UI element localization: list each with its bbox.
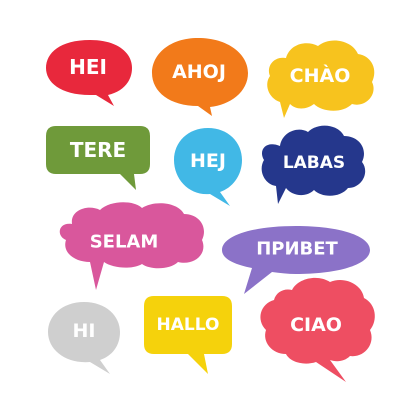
speech-bubble-selam: SELAM [59, 202, 204, 290]
bubble-shape-selam [59, 202, 204, 290]
speech-bubble-tere: TERE [46, 126, 150, 190]
bubble-label-tere: TERE [70, 138, 126, 162]
speech-bubble-chao: CHÀO [267, 40, 375, 118]
bubble-shape-tere [46, 126, 150, 190]
bubble-label-hi: HI [73, 320, 96, 342]
bubble-shape-privet [222, 226, 370, 294]
bubble-shape-ahoj [152, 38, 248, 116]
speech-bubble-ciao: CIAO [260, 277, 375, 382]
bubble-shape-ciao [260, 277, 375, 382]
speech-bubble-labas: LABAS [261, 125, 366, 204]
bubble-shape-hei [46, 40, 132, 106]
bubble-shape-hej [174, 128, 242, 206]
bubble-shape-labas [261, 125, 366, 204]
speech-bubble-privet: ПРИВЕТ [222, 226, 370, 294]
bubble-label-ahoj: AHOJ [172, 61, 226, 83]
speech-bubble-ahoj: AHOJ [152, 38, 248, 116]
bubble-label-selam: SELAM [90, 232, 159, 253]
bubble-shape-chao [267, 40, 375, 118]
bubble-shape-hi [48, 302, 120, 374]
bubble-label-labas: LABAS [283, 153, 345, 173]
speech-bubble-hallo: HALLO [144, 296, 232, 374]
speech-bubble-hei: HEI [46, 40, 132, 106]
bubble-label-hei: HEI [69, 55, 107, 79]
bubble-label-chao: CHÀO [290, 64, 351, 87]
bubble-label-ciao: CIAO [290, 314, 342, 336]
bubble-label-hallo: HALLO [157, 315, 220, 335]
bubble-label-hej: HEJ [190, 150, 226, 172]
speech-bubble-hi: HI [48, 302, 120, 374]
speech-bubble-hej: HEJ [174, 128, 242, 206]
bubble-label-privet: ПРИВЕТ [256, 239, 338, 260]
bubble-shape-hallo [144, 296, 232, 374]
